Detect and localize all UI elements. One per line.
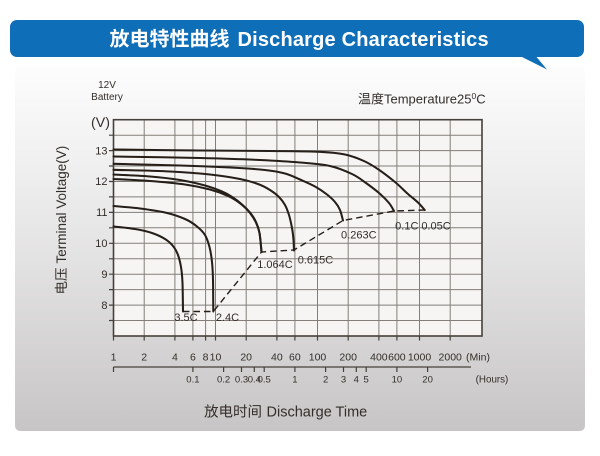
svg-text:3.5C: 3.5C <box>174 312 197 324</box>
svg-text:0.2: 0.2 <box>217 375 230 386</box>
svg-text:0.1: 0.1 <box>186 375 199 386</box>
svg-text:60: 60 <box>289 352 301 364</box>
svg-text:20: 20 <box>422 375 433 386</box>
svg-text:2000: 2000 <box>439 352 463 364</box>
svg-text:600: 600 <box>388 352 406 364</box>
svg-text:4: 4 <box>172 352 178 364</box>
svg-text:0.5: 0.5 <box>258 375 271 386</box>
svg-text:13: 13 <box>95 145 107 157</box>
svg-text:100: 100 <box>309 352 327 364</box>
svg-text:1: 1 <box>292 375 297 386</box>
svg-text:20: 20 <box>240 352 252 364</box>
svg-text:0.263C: 0.263C <box>341 230 377 242</box>
svg-text:10: 10 <box>95 238 107 250</box>
svg-text:40: 40 <box>271 352 283 364</box>
svg-text:(Min): (Min) <box>466 352 490 364</box>
svg-text:10: 10 <box>392 375 403 386</box>
svg-text:0.615C: 0.615C <box>298 255 334 267</box>
svg-text:8: 8 <box>203 352 209 364</box>
svg-text:1.064C: 1.064C <box>257 259 293 271</box>
svg-text:(Hours): (Hours) <box>476 375 509 386</box>
svg-text:Temperature250C: Temperature250C <box>384 91 486 107</box>
svg-text:9: 9 <box>101 269 107 281</box>
svg-text:8: 8 <box>101 300 107 312</box>
svg-text:3: 3 <box>341 375 346 386</box>
svg-text:Discharge Time: Discharge Time <box>267 405 368 421</box>
svg-text:1000: 1000 <box>408 352 432 364</box>
svg-text:12: 12 <box>95 176 107 188</box>
svg-text:Discharge Characteristics: Discharge Characteristics <box>238 29 489 51</box>
svg-text:6: 6 <box>190 352 196 364</box>
svg-text:2.4C: 2.4C <box>216 312 239 324</box>
svg-text:(V): (V) <box>91 115 110 131</box>
svg-text:400: 400 <box>370 352 388 364</box>
svg-text:2: 2 <box>323 375 328 386</box>
svg-text:0.1C: 0.1C <box>395 220 418 232</box>
svg-text:200: 200 <box>339 352 357 364</box>
svg-text:0.4: 0.4 <box>248 375 261 386</box>
svg-text:0.05C: 0.05C <box>421 220 450 232</box>
svg-text:4: 4 <box>354 375 359 386</box>
svg-text:1: 1 <box>111 352 117 364</box>
svg-text:11: 11 <box>96 207 107 219</box>
svg-text:10: 10 <box>210 352 222 364</box>
svg-text:5: 5 <box>364 375 369 386</box>
svg-text:0.3: 0.3 <box>235 375 248 386</box>
svg-text:2: 2 <box>141 352 147 364</box>
svg-text:Terminal Voltage(V): Terminal Voltage(V) <box>54 146 69 264</box>
